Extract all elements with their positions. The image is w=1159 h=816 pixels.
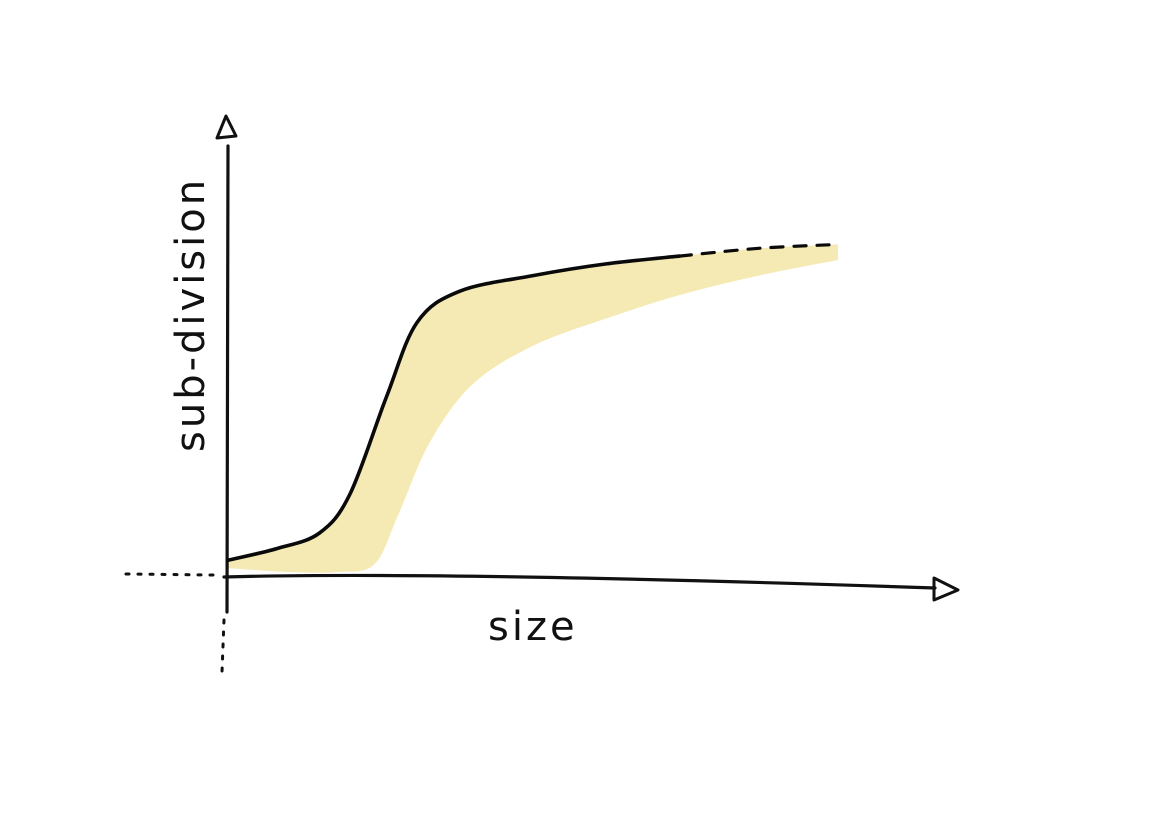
y-axis-extension <box>220 618 226 674</box>
y-axis-label: sub-division <box>168 177 214 452</box>
x-axis <box>222 573 937 590</box>
x-axis-arrowhead <box>932 576 960 602</box>
curve-layer <box>226 242 840 563</box>
y-axis-arrowhead <box>215 114 238 140</box>
shaded-band <box>228 244 838 573</box>
sigmoid-curve <box>226 254 682 563</box>
sigmoid-curve-dashed-tail <box>677 242 840 258</box>
x-axis-label: size <box>488 604 578 650</box>
x-axis-extension <box>124 572 216 577</box>
shaded-band-layer <box>228 244 838 573</box>
y-axis <box>224 144 230 614</box>
